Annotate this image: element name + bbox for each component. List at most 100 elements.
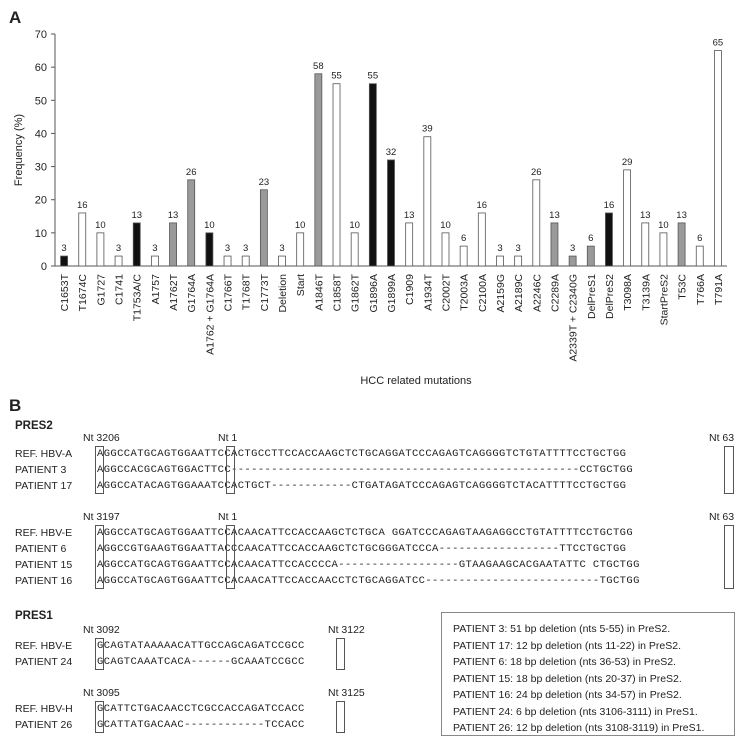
bar-value-label: 16 (604, 200, 615, 211)
y-axis-title: Frequency (%) (13, 114, 25, 186)
category-label: G1764A (186, 274, 198, 313)
bar (459, 245, 468, 267)
sequence-text: AGGCCACGCAGTGGACTTCC--------------------… (97, 464, 634, 476)
bar-value-label: 10 (295, 220, 306, 231)
sequence-text: GCAGTATAAAAACATTGCCAGCAGATCCGCC (97, 640, 305, 652)
legend-line: PATIENT 24: 6 bp deletion (nts 3106-3111… (453, 705, 698, 718)
y-tick-label: 50 (35, 95, 47, 107)
bar (132, 222, 141, 267)
sequence-text: AGGCCGTGAAGTGGAATTACCCAACATTCCACCAAGCTCT… (97, 543, 627, 555)
sequence-text: AGGCCATGCAGTGGAATTCCACAACATTCCACCAACCTCT… (97, 575, 640, 587)
nt-label: Nt 63 (709, 432, 735, 444)
legend-line: PATIENT 16: 24 bp deletion (nts 34-57) i… (453, 689, 682, 701)
bar (96, 232, 105, 267)
panel-b-label: B (9, 396, 22, 415)
bar-value-label: 10 (95, 220, 106, 231)
bar (60, 255, 68, 267)
category-label: C2002T (440, 273, 452, 311)
bar (332, 83, 341, 267)
nt-label: Nt 1 (218, 432, 238, 444)
bar (314, 73, 323, 267)
bar (714, 50, 722, 267)
category-label: C1653T (59, 273, 71, 311)
pres1-title: PRES1 (15, 610, 53, 622)
bar-value-label: 3 (61, 243, 66, 254)
bar (496, 255, 504, 267)
sequence-row: PATIENT 24 (15, 656, 73, 668)
bar (532, 179, 541, 267)
category-label: C2100A (477, 274, 489, 312)
bar (150, 255, 159, 267)
category-label: T766A (695, 274, 707, 305)
sequence-row: REF. HBV-A (15, 448, 73, 460)
y-tick-label: 20 (35, 195, 47, 207)
bar-value-label: 39 (422, 124, 433, 135)
category-label: A2246C (531, 274, 543, 312)
category-label: T791A (713, 274, 725, 305)
sequence-row: PATIENT 16 (15, 575, 73, 587)
bar (514, 255, 523, 267)
bar (550, 222, 559, 267)
category-label: T3098A (622, 274, 634, 311)
bar-value-label: 3 (152, 243, 157, 254)
category-label: Start (295, 274, 307, 296)
bar (278, 255, 286, 267)
bar (441, 232, 450, 267)
y-tick-label: 60 (35, 62, 47, 74)
position-box (226, 525, 235, 589)
category-label: C1858T (332, 273, 344, 311)
legend-line: PATIENT 26: 12 bp deletion (nts 3108-311… (453, 722, 705, 734)
bar (695, 245, 704, 267)
sequence-text: AGGCCATGCAGTGGAATTCCACAACATTCCACCAAGCTCT… (97, 527, 634, 539)
category-label: T1674C (77, 274, 89, 312)
category-label: T1753A/C (132, 274, 144, 322)
bar (187, 179, 196, 267)
bar (114, 255, 123, 267)
bar-value-label: 6 (697, 233, 702, 244)
category-label: G1727 (95, 274, 107, 306)
category-label: A1762T (168, 273, 180, 310)
bar-value-label: 3 (279, 243, 284, 254)
category-label: StartPreS2 (658, 274, 670, 326)
category-label: G1899A (386, 274, 398, 313)
sequence-text: GCAGTCAAATCACA------GCAAATCCGCC (97, 656, 305, 668)
bar-value-label: 16 (477, 200, 488, 211)
sequence-row: PATIENT 17 (15, 480, 73, 492)
category-label: A1757 (150, 274, 162, 305)
bar-value-label: 6 (588, 233, 593, 244)
category-label: A1846T (313, 273, 325, 310)
sequence-text: AGGCCATGCAGTGGAATTCCACAACATTCCACCCCA----… (97, 559, 640, 571)
nt-label: Nt 3095 (83, 687, 120, 699)
sequence-row: PATIENT 6 (15, 543, 67, 555)
bar-value-label: 13 (676, 210, 687, 221)
bar-value-label: 3 (497, 243, 502, 254)
sequence-text: AGGCCATACAGTGGAAATCCACTGCT------------CT… (97, 480, 627, 492)
bar (641, 222, 650, 267)
bar (78, 212, 87, 267)
bar (623, 169, 632, 267)
bar-value-label: 26 (531, 167, 542, 178)
bar (205, 232, 214, 267)
bar (677, 222, 686, 267)
category-label: A2159G (495, 274, 507, 313)
bar-value-label: 29 (622, 157, 633, 168)
bar-value-label: 10 (349, 220, 360, 231)
bar (223, 255, 232, 267)
y-tick-label: 40 (35, 128, 47, 140)
category-label: C1741 (114, 274, 126, 305)
position-box (95, 638, 104, 670)
sequence-row: REF. HBV-E (15, 640, 73, 652)
category-label: T3139A (640, 274, 652, 311)
category-label: A2339T + C2340G (568, 274, 580, 362)
bar (423, 136, 432, 267)
sequence-row: PATIENT 3 (15, 464, 67, 476)
bar (350, 232, 359, 267)
bar-value-label: 3 (570, 243, 575, 254)
bar (586, 245, 595, 267)
bar-value-label: 55 (368, 71, 379, 82)
sequence-text: AGGCCATGCAGTGGAATTCCACTGCCTTCCACCAAGCTCT… (97, 448, 627, 460)
sequence-row: REF. HBV-E (15, 527, 73, 539)
bar-value-label: 13 (640, 210, 651, 221)
sequence-row: REF. HBV-H (15, 703, 73, 715)
category-label: G1896A (368, 274, 380, 313)
